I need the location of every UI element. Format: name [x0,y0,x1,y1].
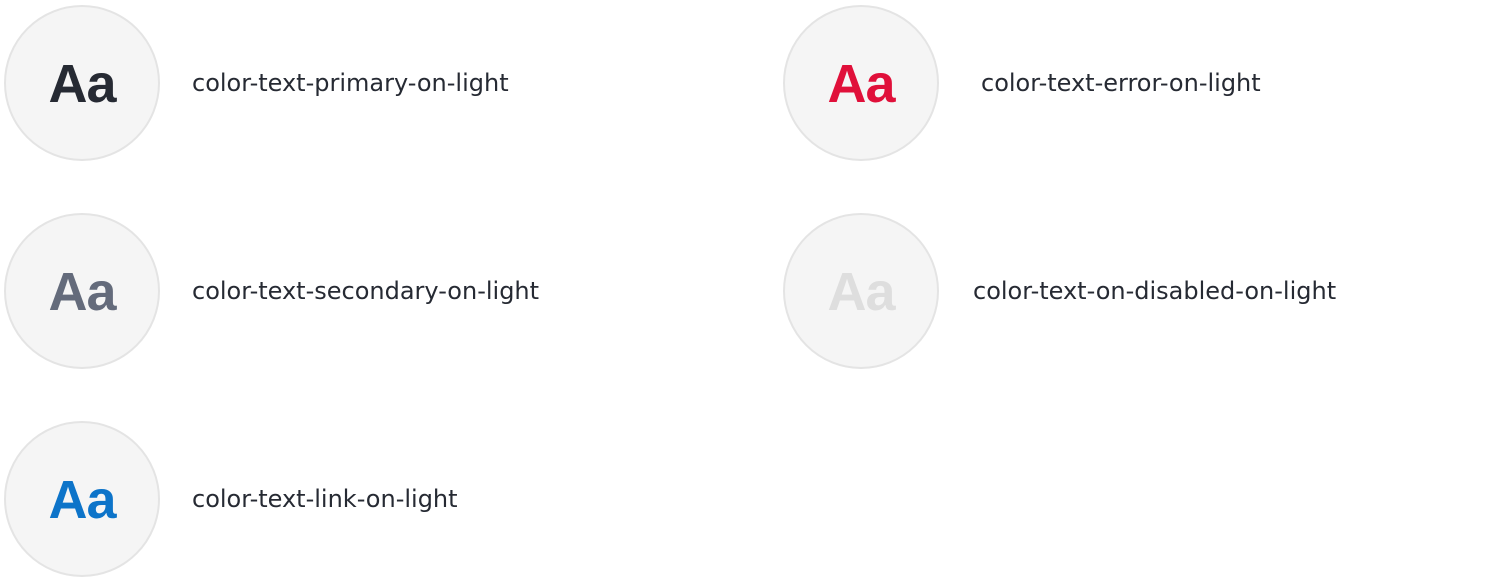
token-label: color-text-primary-on-light [192,69,509,97]
token-label: color-text-error-on-light [981,69,1261,97]
swatch-error: Aa color-text-error-on-light [783,5,1261,161]
color-sample-circle: Aa [783,213,939,369]
color-sample-circle: Aa [4,213,160,369]
swatch-secondary: Aa color-text-secondary-on-light [4,213,539,369]
color-sample-circle: Aa [783,5,939,161]
swatch-disabled: Aa color-text-on-disabled-on-light [783,213,1336,369]
token-label: color-text-secondary-on-light [192,277,540,305]
color-sample-circle: Aa [4,5,160,161]
sample-text: Aa [827,262,895,322]
sample-text: Aa [48,470,116,530]
sample-text: Aa [827,54,895,114]
sample-text: Aa [48,54,116,114]
sample-text: Aa [48,262,116,322]
swatch-primary: Aa color-text-primary-on-light [4,5,509,161]
token-label: color-text-link-on-light [192,485,458,513]
swatch-link: Aa color-text-link-on-light [4,421,458,577]
token-label: color-text-on-disabled-on-light [973,277,1337,305]
color-sample-circle: Aa [4,421,160,577]
